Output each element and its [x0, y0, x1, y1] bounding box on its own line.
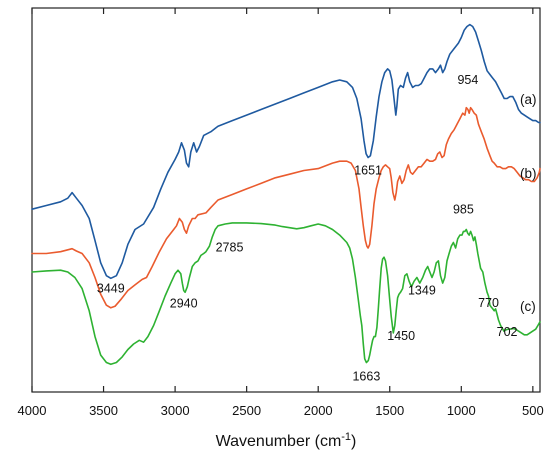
- peak-label: 2785: [216, 241, 244, 255]
- x-tick-label: 2000: [304, 403, 333, 418]
- x-tick-label: 1500: [375, 403, 404, 418]
- x-axis-title: Wavenumber (cm-1): [216, 431, 357, 450]
- peak-label: 985: [453, 202, 474, 216]
- peak-label: 1349: [408, 284, 436, 298]
- x-axis-title-main: Wavenumber (cm: [216, 433, 342, 450]
- x-tick-label: 4000: [18, 403, 47, 418]
- peak-label: 702: [497, 325, 518, 339]
- series-line-2: [31, 222, 541, 366]
- series-label: (c): [520, 299, 536, 314]
- x-axis: 4000 3500 3000 2500 2000 1500 1000 500: [18, 8, 544, 418]
- x-tick-label: 2500: [232, 403, 261, 418]
- peak-annotations: 3449 1651 954 2785 2940 985 1349 1450 770 702 1663: [97, 73, 518, 383]
- series-labels: (a) (b) (c): [520, 92, 537, 314]
- peak-label: 1450: [387, 329, 415, 343]
- x-axis-title-close: ): [351, 433, 356, 450]
- peak-label: 1651: [354, 164, 382, 178]
- series-line-1: [31, 106, 541, 309]
- x-tick-label: 500: [522, 403, 544, 418]
- x-axis-title-superscript: -1: [341, 431, 351, 443]
- series-label: (a): [520, 92, 537, 107]
- peak-label: 954: [457, 73, 478, 87]
- x-tick-label: 3000: [161, 403, 190, 418]
- x-tick-label: 3500: [89, 403, 118, 418]
- peak-label: 2940: [170, 296, 198, 310]
- series-line-0: [31, 23, 541, 280]
- peak-label: 1663: [352, 370, 380, 384]
- series-label: (b): [520, 166, 537, 181]
- x-tick-label: 1000: [447, 403, 476, 418]
- spectra-curves: [31, 23, 541, 366]
- plot-frame: [31, 7, 541, 393]
- peak-label: 770: [478, 296, 499, 310]
- peak-label: 3449: [97, 281, 125, 295]
